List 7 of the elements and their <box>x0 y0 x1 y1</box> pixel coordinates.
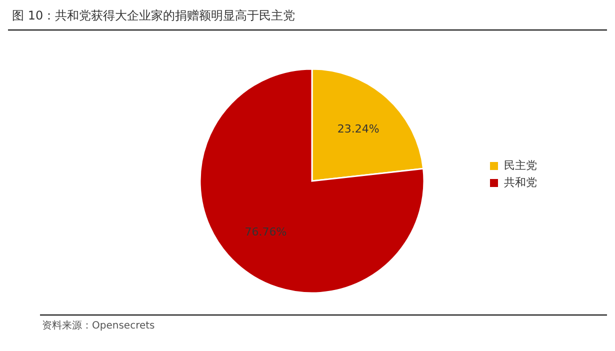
chart-title: 图 10：共和党获得大企业家的捐赠额明显高于民主党 <box>12 8 296 22</box>
data-label: 76.76% <box>244 226 287 239</box>
pie-slice <box>199 68 425 294</box>
legend-label: 共和党 <box>504 176 537 190</box>
text: 资料来源：Opensecrets <box>42 320 155 332</box>
legend-label: 民主党 <box>504 159 537 172</box>
data-label: 23.24% <box>337 122 380 136</box>
